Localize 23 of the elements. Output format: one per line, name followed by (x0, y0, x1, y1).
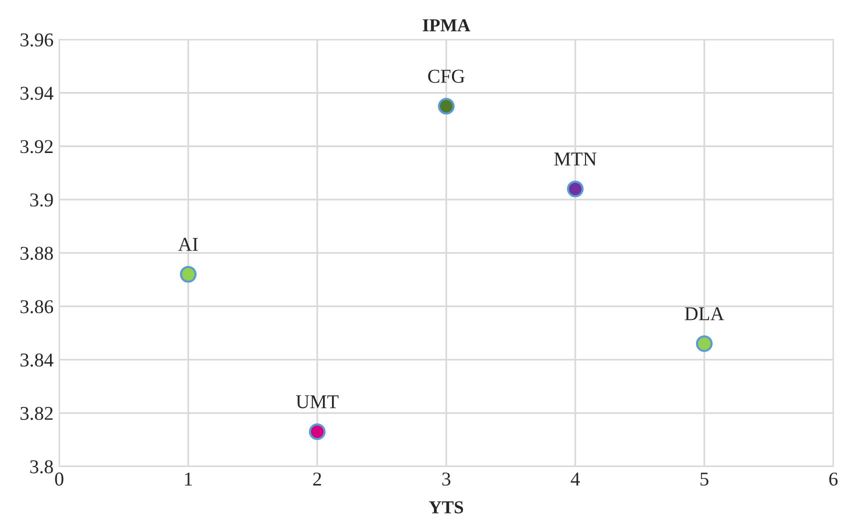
x-tick-label: 4 (570, 472, 580, 486)
x-axis-title: YTS (429, 501, 464, 514)
annotation: AI (178, 238, 198, 251)
x-tick-label: 1 (185, 472, 192, 486)
y-tick-label: 3.8 (30, 460, 53, 474)
y-tick-label: 3.96 (20, 33, 54, 47)
x-tick-label: 3 (442, 472, 450, 486)
x-tick-label: 6 (829, 472, 838, 486)
annotation: UMT (296, 395, 339, 408)
x-tick-label: 5 (700, 472, 708, 486)
annotation: MTN (554, 152, 596, 166)
y-tick-label: 3.86 (20, 300, 54, 314)
annotation: CFG (428, 70, 465, 83)
x-tick-label: 0 (55, 472, 64, 486)
y-tick-label: 3.92 (20, 140, 53, 154)
y-tick-label: 3.88 (20, 246, 53, 260)
x-tick-label: 2 (313, 472, 322, 486)
annotation: DLA (684, 307, 724, 320)
y-tick-label: 3.94 (20, 86, 54, 100)
y-tick-label: 3.84 (20, 353, 54, 367)
chart-title: IPMA (422, 19, 470, 32)
y-tick-label: 3.9 (30, 193, 53, 207)
y-tick-label: 3.82 (20, 406, 53, 420)
